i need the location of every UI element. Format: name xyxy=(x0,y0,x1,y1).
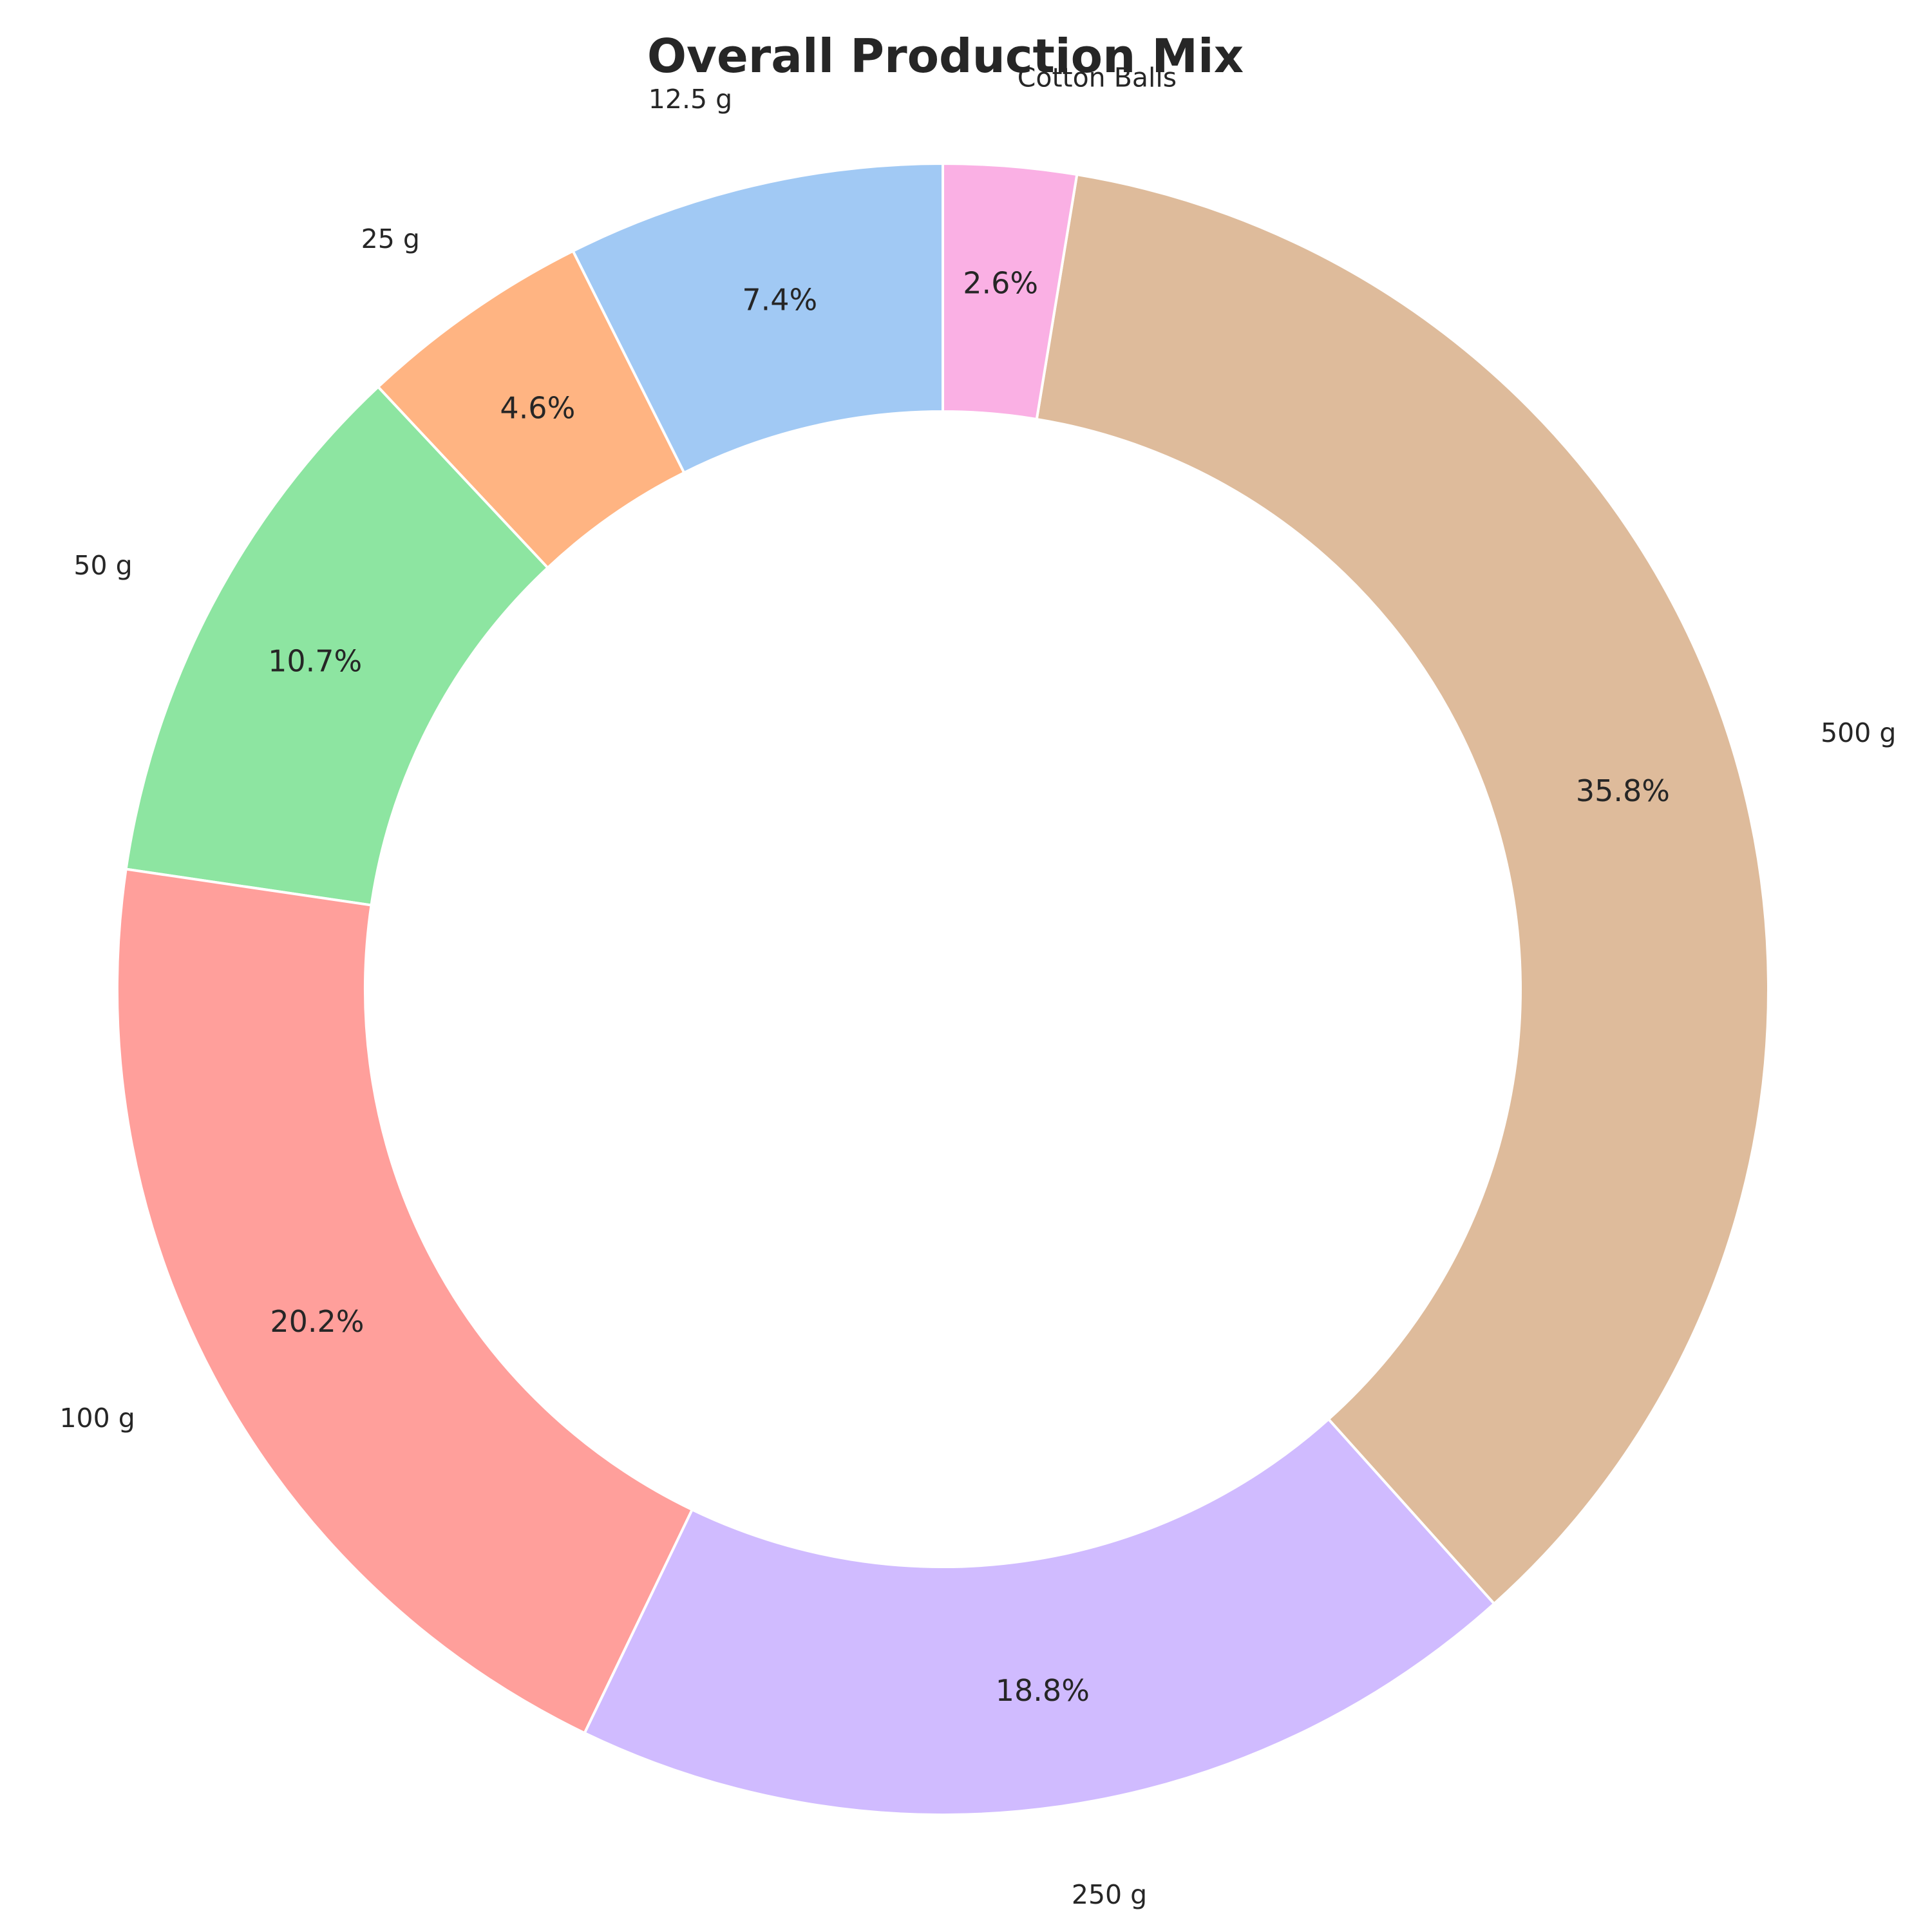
slice-label-100-g: 100 g xyxy=(59,1403,135,1434)
pct-label-25-g: 4.6% xyxy=(500,391,575,426)
slice-label-250-g: 250 g xyxy=(1072,1879,1147,1910)
slice-500-g xyxy=(1035,173,1770,1606)
slice-250-g xyxy=(583,1417,1496,1816)
pct-label-250-g: 18.8% xyxy=(996,1673,1090,1708)
pct-label-100-g: 20.2% xyxy=(270,1304,364,1339)
slice-label-500-g: 500 g xyxy=(1821,717,1896,748)
pct-label-12-5-g: 7.4% xyxy=(742,283,817,317)
slice-label-cotton-balls: Cotton Balls xyxy=(1018,62,1177,93)
slice-label-50-g: 50 g xyxy=(73,550,132,581)
slice-100-g xyxy=(116,867,694,1735)
slice-cotton-balls xyxy=(942,162,1079,421)
slice-label-12-5-g: 12.5 g xyxy=(649,84,732,115)
pct-label-50-g: 10.7% xyxy=(268,643,362,678)
pct-label-cotton-balls: 2.6% xyxy=(963,266,1038,301)
slice-label-25-g: 25 g xyxy=(361,223,420,254)
labels-layer: 7.4% 12.5 g 4.6% 25 g 10.7% 50 g 20.2% 100 g 18.… xyxy=(59,62,1896,1910)
pct-label-500-g: 35.8% xyxy=(1576,773,1670,808)
slices-layer xyxy=(116,162,1770,1816)
chart-title: Overall Production Mix xyxy=(647,29,1244,83)
